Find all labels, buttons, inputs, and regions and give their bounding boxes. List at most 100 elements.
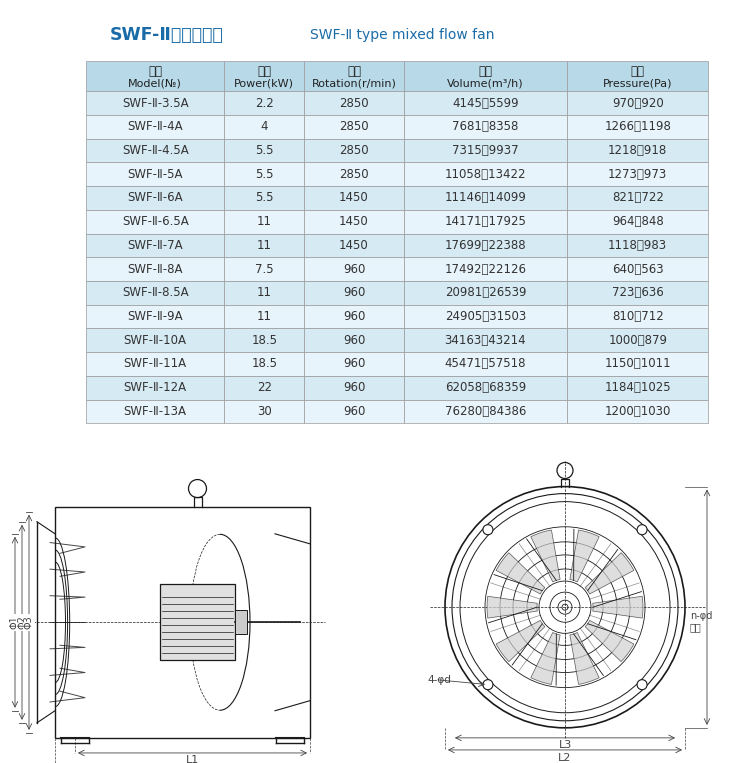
Bar <box>86 281 224 304</box>
Text: 24905～31503: 24905～31503 <box>445 310 526 323</box>
Bar <box>304 376 404 400</box>
Text: 4: 4 <box>260 121 268 134</box>
Wedge shape <box>487 596 537 618</box>
Text: 1273～973: 1273～973 <box>608 168 668 181</box>
Text: 2850: 2850 <box>339 144 369 157</box>
Text: 7315～9937: 7315～9937 <box>452 144 519 157</box>
Text: Φ3: Φ3 <box>24 616 34 629</box>
Bar <box>567 115 708 139</box>
Text: Φ2: Φ2 <box>17 615 27 629</box>
Bar <box>404 61 567 92</box>
Text: 全压: 全压 <box>631 65 645 78</box>
Bar <box>224 61 304 92</box>
Text: 机号: 机号 <box>148 65 162 78</box>
Text: 4-φd: 4-φd <box>427 674 451 684</box>
Text: 45471～57518: 45471～57518 <box>445 357 526 371</box>
Text: 1118～983: 1118～983 <box>608 239 668 252</box>
Text: 1218～918: 1218～918 <box>608 144 668 157</box>
Text: L3: L3 <box>558 740 572 750</box>
Text: 11: 11 <box>256 286 272 299</box>
Wedge shape <box>496 620 544 662</box>
Text: 30: 30 <box>256 405 272 418</box>
Text: SWF-Ⅱ-3.5A: SWF-Ⅱ-3.5A <box>122 97 188 110</box>
Bar <box>224 186 304 210</box>
Text: 1150～1011: 1150～1011 <box>604 357 671 371</box>
Text: n-φd: n-φd <box>690 611 712 621</box>
Bar <box>567 186 708 210</box>
Bar <box>404 92 567 115</box>
Text: L2: L2 <box>558 753 572 763</box>
Bar <box>86 328 224 352</box>
Text: 964～848: 964～848 <box>612 215 664 228</box>
Bar <box>304 163 404 186</box>
Bar <box>86 233 224 257</box>
Text: 11146～14099: 11146～14099 <box>445 192 526 204</box>
Bar <box>404 376 567 400</box>
Wedge shape <box>570 530 599 582</box>
Text: SWF-Ⅱ-6.5A: SWF-Ⅱ-6.5A <box>122 215 188 228</box>
Text: Volume(m³/h): Volume(m³/h) <box>447 78 524 88</box>
Text: SWF-Ⅱ-4A: SWF-Ⅱ-4A <box>128 121 183 134</box>
Text: 11058～13422: 11058～13422 <box>445 168 526 181</box>
Bar <box>86 304 224 328</box>
Text: 1450: 1450 <box>339 215 369 228</box>
Text: 22: 22 <box>256 382 272 394</box>
Text: 62058～68359: 62058～68359 <box>445 382 526 394</box>
Bar <box>224 400 304 423</box>
Bar <box>224 233 304 257</box>
Bar <box>224 376 304 400</box>
Circle shape <box>637 680 647 690</box>
Bar <box>567 304 708 328</box>
Text: 2.2: 2.2 <box>255 97 274 110</box>
Bar <box>567 61 708 92</box>
Wedge shape <box>531 530 560 582</box>
Text: 970～920: 970～920 <box>612 97 664 110</box>
Text: 5.5: 5.5 <box>255 192 274 204</box>
Text: 960: 960 <box>343 310 365 323</box>
Bar <box>567 92 708 115</box>
Bar <box>224 328 304 352</box>
Bar <box>567 328 708 352</box>
Text: 流量: 流量 <box>478 65 493 78</box>
Text: SWF-Ⅱ-10A: SWF-Ⅱ-10A <box>124 333 187 346</box>
Text: 1000～879: 1000～879 <box>608 333 668 346</box>
Bar <box>304 281 404 304</box>
Bar <box>224 163 304 186</box>
Bar <box>86 400 224 423</box>
Bar <box>304 233 404 257</box>
Text: 1266～1198: 1266～1198 <box>604 121 671 134</box>
Text: 11: 11 <box>256 310 272 323</box>
Bar <box>567 400 708 423</box>
Text: L1: L1 <box>186 755 200 763</box>
Bar <box>567 210 708 233</box>
Text: 2850: 2850 <box>339 121 369 134</box>
Text: 810～712: 810～712 <box>612 310 664 323</box>
Text: 转速: 转速 <box>347 65 361 78</box>
Wedge shape <box>531 633 560 684</box>
Bar <box>224 115 304 139</box>
Text: 821～722: 821～722 <box>612 192 664 204</box>
Bar <box>404 115 567 139</box>
Text: 18.5: 18.5 <box>251 333 278 346</box>
Bar <box>404 352 567 376</box>
Bar <box>304 61 404 92</box>
Bar <box>304 139 404 163</box>
Bar <box>86 61 224 92</box>
Wedge shape <box>585 620 634 662</box>
Bar <box>304 92 404 115</box>
Bar <box>404 163 567 186</box>
Text: 1450: 1450 <box>339 239 369 252</box>
Bar <box>86 376 224 400</box>
Text: 2850: 2850 <box>339 97 369 110</box>
Bar <box>86 115 224 139</box>
Bar <box>235 610 247 634</box>
Bar <box>304 328 404 352</box>
Text: Φ1: Φ1 <box>10 616 20 629</box>
Text: Model(№): Model(№) <box>128 78 182 88</box>
Text: SWF-Ⅱ型混流风机: SWF-Ⅱ型混流风机 <box>110 26 224 44</box>
Bar <box>304 210 404 233</box>
Text: Rotation(r/min): Rotation(r/min) <box>311 78 397 88</box>
Text: Power(kW): Power(kW) <box>234 78 294 88</box>
Wedge shape <box>585 552 634 594</box>
Text: 76280～84386: 76280～84386 <box>445 405 526 418</box>
